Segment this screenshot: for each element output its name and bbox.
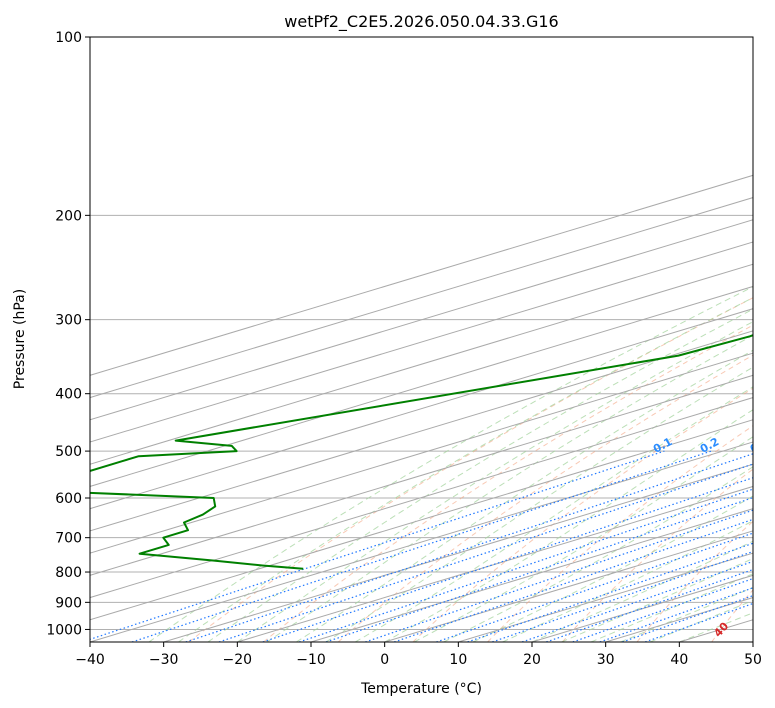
y-tick-label: 400 xyxy=(55,387,82,403)
y-tick-label: 700 xyxy=(55,531,82,547)
mixing-ratio-line xyxy=(644,602,753,642)
isotherm-line xyxy=(163,463,753,642)
isotherm-line xyxy=(90,330,753,532)
isotherm-line xyxy=(752,641,753,642)
moist-adiabat-line xyxy=(561,557,753,642)
mixing-ratio-line xyxy=(394,518,753,642)
mixing-ratio-line xyxy=(185,453,753,642)
moist-adiabat-line xyxy=(207,308,753,642)
moist-adiabat-line xyxy=(354,386,753,642)
reference-lines xyxy=(90,37,753,642)
moist-adiabat-line xyxy=(325,366,753,642)
dry-adiabat-line xyxy=(337,354,753,642)
mixing-ratio-line xyxy=(365,509,753,642)
isotherm-line xyxy=(90,397,753,599)
mixing-ratio-line xyxy=(622,594,753,642)
isotherm-line xyxy=(90,197,753,399)
dry-adiabat-line xyxy=(636,520,753,642)
moist-adiabat-line xyxy=(296,349,753,642)
y-tick-label: 300 xyxy=(55,313,82,329)
moist-adiabat-line xyxy=(531,540,753,642)
moist-adiabat-line xyxy=(620,587,753,642)
mixing-ratio-line xyxy=(131,450,712,642)
mixing-ratio-line xyxy=(467,542,753,642)
x-axis-label: Temperature (°C) xyxy=(360,681,482,697)
y-tick-label: 200 xyxy=(55,208,82,224)
moist-adiabat-line xyxy=(266,334,753,642)
x-tick-label: 40 xyxy=(670,652,688,668)
y-axis-label: Pressure (hPa) xyxy=(12,289,28,389)
dry-adiabat-line xyxy=(711,589,753,642)
x-tick-label: −30 xyxy=(149,652,179,668)
moist-adiabat-line xyxy=(384,409,753,642)
x-axis-ticks: −40 −30 −20 −10 0 10 20 30 40 50 xyxy=(75,642,762,668)
dewpoint-profile-line xyxy=(90,334,753,570)
moist-adiabat-line xyxy=(178,297,753,642)
isotherm-line xyxy=(310,508,753,642)
y-tick-label: 800 xyxy=(55,565,82,581)
mixing-ratio-line xyxy=(262,477,753,642)
mixing-ratio-line xyxy=(521,560,753,642)
x-tick-label: 50 xyxy=(744,652,762,668)
moist-adiabat-line xyxy=(148,286,753,642)
x-tick-label: −10 xyxy=(296,652,326,668)
isotherm-line xyxy=(90,174,753,376)
isotherm-line xyxy=(90,219,753,421)
moist-adiabat-line xyxy=(237,321,753,642)
moist-adiabat-line xyxy=(649,600,753,642)
mixing-ratio-line xyxy=(299,488,753,642)
x-tick-label: −40 xyxy=(75,652,105,668)
isotherm-line xyxy=(90,241,753,443)
isotherm-line xyxy=(384,530,753,642)
isotherm-line xyxy=(90,285,753,487)
dry-adiabat-line xyxy=(561,468,753,642)
isotherm-line xyxy=(90,308,753,510)
mixing-ratio-line xyxy=(436,532,753,642)
isotherm-line xyxy=(90,374,753,576)
plot-frame xyxy=(89,36,754,643)
sounding-traces xyxy=(90,334,753,570)
y-axis-ticks: 100 200 300 400 500 600 700 800 900 1000 xyxy=(46,30,90,638)
mixing-ratio-label: 0.4 xyxy=(748,435,772,456)
isotherm-line xyxy=(90,441,753,642)
mixing-ratio-line xyxy=(325,496,753,642)
isotherm-line xyxy=(90,419,753,621)
x-tick-label: 30 xyxy=(597,652,615,668)
x-tick-label: 10 xyxy=(449,652,467,668)
y-tick-label: 600 xyxy=(55,491,82,507)
moist-adiabat-line xyxy=(590,573,753,642)
y-tick-label: 100 xyxy=(55,30,82,46)
y-tick-label: 1000 xyxy=(46,622,82,638)
y-tick-label: 900 xyxy=(55,595,82,611)
isotherm-line xyxy=(90,352,753,554)
isotherm-line xyxy=(237,485,753,642)
mixing-ratio-line xyxy=(218,463,753,642)
mixing-ratio-line xyxy=(90,450,665,640)
x-tick-label: 20 xyxy=(523,652,541,668)
moist-adiabat-line xyxy=(472,495,753,642)
x-tick-label: 0 xyxy=(380,652,389,668)
isotherm-line xyxy=(458,552,753,642)
x-tick-label: −20 xyxy=(223,652,253,668)
y-tick-label: 500 xyxy=(55,444,82,460)
moist-adiabat-line xyxy=(502,520,753,642)
dry-adiabat-line xyxy=(412,387,753,642)
isotherm-line xyxy=(90,263,753,465)
chart-title: wetPf2_C2E5.2026.050.04.33.G16 xyxy=(284,12,558,32)
